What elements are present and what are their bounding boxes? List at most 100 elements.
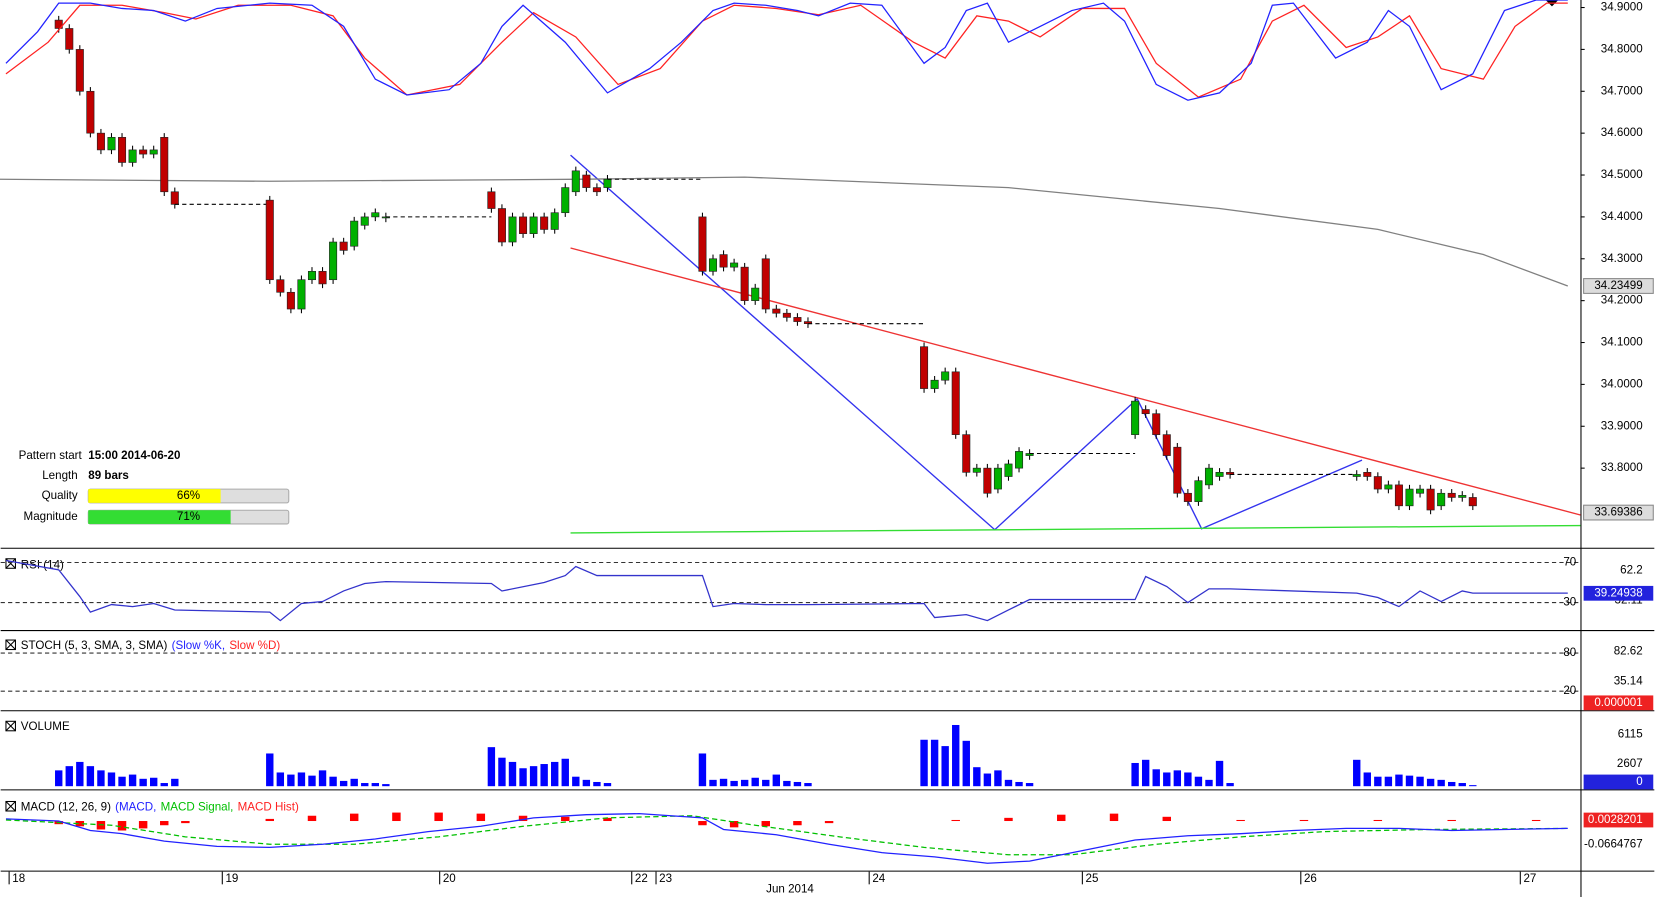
- candle: [941, 371, 950, 381]
- volume-bar: [266, 753, 274, 787]
- candle: [86, 90, 95, 134]
- close-icon[interactable]: [5, 800, 16, 812]
- panel-title: VOLUME: [21, 720, 70, 733]
- candle: [1458, 495, 1467, 498]
- close-icon-x: [5, 639, 16, 650]
- volume-bar: [118, 776, 126, 787]
- macd-hist-bar: [181, 821, 190, 824]
- last-value-box: [1583, 774, 1654, 790]
- macd-title: MACD (12, 26, 9): [21, 800, 111, 813]
- volume-bar: [698, 753, 707, 787]
- volume-bar: [740, 779, 749, 787]
- macd-hist-bar: [603, 817, 612, 822]
- x-tick-label: 25: [1086, 872, 1099, 885]
- volume-bar: [952, 724, 960, 787]
- volume-bar: [551, 761, 559, 787]
- candle: [139, 149, 148, 155]
- volume-bar: [350, 778, 358, 787]
- candle: [550, 212, 559, 230]
- macd-hist-bar: [434, 812, 443, 822]
- volume-bar: [762, 779, 770, 787]
- candle: [1426, 488, 1435, 511]
- volume-bar: [920, 739, 928, 787]
- pattern-info: Pattern start 15:00 2014-06-20 Length 89…: [19, 449, 181, 523]
- candle: [793, 317, 802, 322]
- support-line: [570, 524, 1581, 534]
- volume-bar: [487, 747, 496, 787]
- candle: [782, 312, 791, 318]
- candle: [698, 216, 707, 272]
- volume-bar: [540, 764, 548, 787]
- legend-macd: (MACD,: [115, 800, 156, 813]
- candle: [962, 434, 971, 473]
- candle: [265, 199, 274, 281]
- last-value-box: [1583, 695, 1654, 711]
- volume-bar: [529, 766, 538, 787]
- candle: [1437, 492, 1446, 507]
- volume-bar: [287, 774, 295, 787]
- volume-bar: [930, 739, 939, 787]
- volume-bar: [107, 772, 116, 787]
- volume-bar: [572, 776, 580, 787]
- volume-bar: [1405, 775, 1414, 787]
- volume-bar: [719, 778, 728, 787]
- volume-bar: [160, 783, 168, 787]
- volume-bar: [55, 770, 63, 787]
- y-tick-label: 33.9000: [1601, 419, 1643, 432]
- volume-bar: [994, 770, 1002, 787]
- candle: [1004, 463, 1013, 477]
- macd-hist-bar: [698, 821, 707, 826]
- volume-bar: [730, 780, 738, 787]
- macd-hist-bar: [1531, 819, 1541, 822]
- candle: [772, 308, 781, 314]
- close-icon[interactable]: [5, 720, 16, 732]
- close-icon[interactable]: [5, 639, 16, 651]
- panel-icons: [5, 558, 16, 812]
- candle: [487, 191, 496, 209]
- legend-d: Slow %D): [229, 639, 280, 652]
- y-tick-label: 34.5000: [1601, 168, 1643, 181]
- volume-bar: [76, 761, 84, 787]
- macd-hist-bar: [1447, 819, 1456, 822]
- volume-bar: [371, 783, 379, 787]
- volume-bar: [962, 740, 970, 787]
- last-value: 0.0028201: [1588, 813, 1643, 826]
- volume-bar: [1374, 776, 1382, 787]
- candle: [561, 187, 570, 214]
- close-icon[interactable]: [5, 558, 16, 569]
- macd-hist-bar: [761, 821, 770, 827]
- volume-bar: [804, 783, 812, 787]
- y-tick-label: 34.3000: [1601, 252, 1643, 265]
- level-label: 70: [1563, 556, 1576, 569]
- candle: [149, 149, 158, 155]
- candle: [1352, 474, 1361, 477]
- volume-bar: [97, 770, 105, 787]
- candle: [1141, 409, 1150, 415]
- candle: [160, 137, 169, 193]
- last-value-box: [1583, 812, 1654, 828]
- last-value: 39.24938: [1594, 586, 1642, 599]
- axis-label: 6115: [1618, 728, 1643, 741]
- volume-bar: [1353, 759, 1361, 787]
- candle: [540, 216, 549, 230]
- volume-bar: [318, 770, 327, 787]
- info-label: Pattern start: [19, 449, 83, 462]
- axis-label: 82.62: [1614, 644, 1643, 657]
- candle: [571, 170, 580, 193]
- last-value-box: [1583, 585, 1654, 601]
- candle: [1394, 484, 1403, 507]
- candle: [371, 212, 380, 218]
- volume-bar: [1152, 769, 1160, 787]
- candle: [497, 208, 506, 243]
- candle: [1183, 492, 1192, 502]
- candle: [96, 132, 105, 151]
- candle: [118, 137, 127, 163]
- last-value: 0.000001: [1594, 696, 1642, 709]
- candle: [360, 216, 369, 226]
- candle: [1194, 480, 1203, 502]
- volume-bar: [1173, 770, 1182, 787]
- y-tick-label: 34.0000: [1601, 377, 1643, 390]
- macd-hist-bar: [1373, 819, 1383, 822]
